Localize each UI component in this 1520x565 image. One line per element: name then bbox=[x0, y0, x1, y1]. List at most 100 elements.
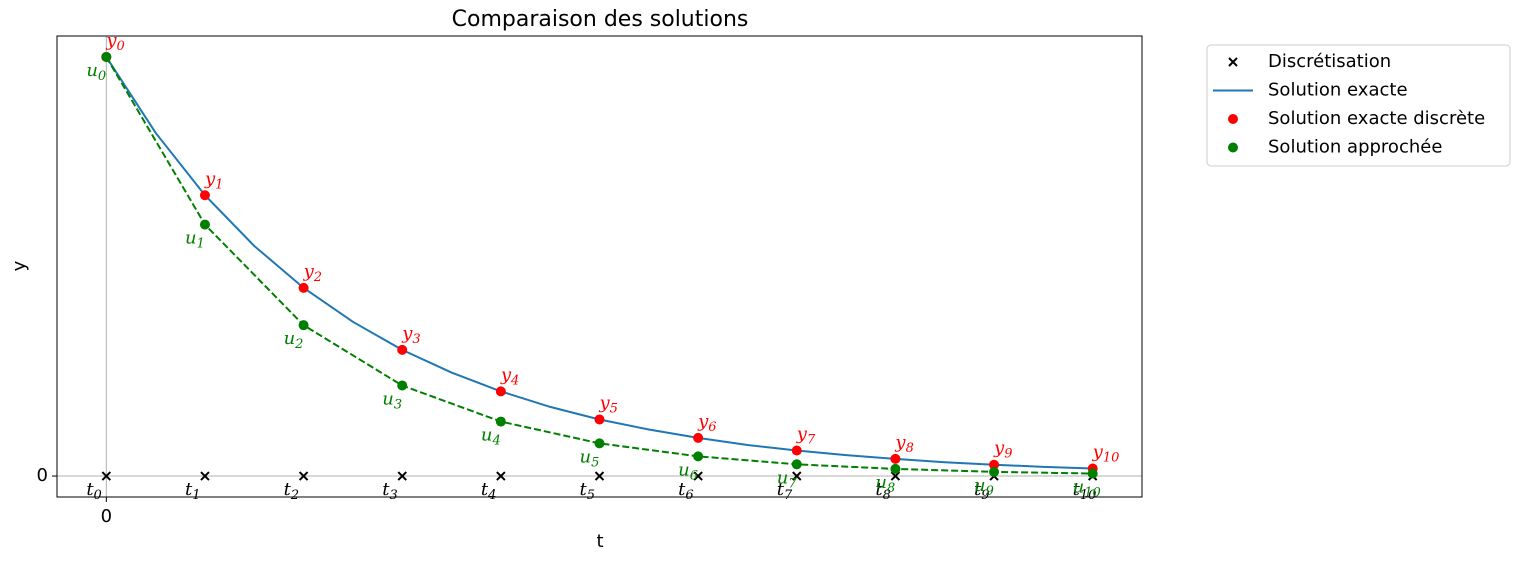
point-label-symbol: y bbox=[1092, 442, 1104, 463]
point bbox=[298, 471, 309, 481]
point-label-symbol: t bbox=[284, 479, 292, 500]
x-tick-label: 0 bbox=[101, 506, 112, 527]
point-label-symbol: t bbox=[86, 479, 94, 500]
point-label-symbol: t bbox=[1073, 479, 1081, 500]
point bbox=[594, 471, 605, 481]
point-label: t9 bbox=[974, 479, 990, 503]
point-label: t0 bbox=[86, 479, 102, 503]
point-label-subscript: 2 bbox=[290, 488, 299, 503]
point-label-subscript: 8 bbox=[887, 480, 895, 495]
point-label-subscript: 0 bbox=[98, 68, 106, 83]
point-label: y0 bbox=[105, 30, 124, 54]
point-label-symbol: u bbox=[185, 228, 197, 249]
point-label-subscript: 10 bbox=[1080, 488, 1097, 503]
point-label-subscript: 1 bbox=[215, 177, 223, 192]
point-label: u9 bbox=[974, 475, 994, 499]
point-label-symbol: t bbox=[382, 479, 390, 500]
point-label-subscript: 9 bbox=[986, 483, 994, 498]
point-label: t7 bbox=[777, 479, 793, 503]
point bbox=[791, 445, 802, 456]
point bbox=[101, 471, 112, 481]
point bbox=[1087, 468, 1098, 479]
point-label: t2 bbox=[284, 479, 300, 503]
point-label: y10 bbox=[1092, 442, 1120, 466]
point-label-symbol: y bbox=[500, 364, 512, 385]
point-label-symbol: u bbox=[382, 389, 394, 410]
point-label: t10 bbox=[1073, 479, 1097, 503]
point-label: u2 bbox=[284, 328, 304, 352]
point bbox=[791, 459, 802, 470]
point-label-symbol: y bbox=[303, 261, 315, 282]
point-label-subscript: 1 bbox=[197, 236, 205, 251]
point-label-subscript: 0 bbox=[116, 38, 124, 53]
point bbox=[594, 438, 605, 449]
point-label: y2 bbox=[303, 261, 322, 285]
point-label-symbol: y bbox=[697, 411, 709, 432]
x-axis-label: t bbox=[596, 531, 603, 552]
point-label: y7 bbox=[796, 423, 816, 447]
point-label-symbol: t bbox=[777, 479, 785, 500]
legend-marker bbox=[1228, 114, 1238, 124]
point bbox=[199, 219, 210, 230]
point bbox=[890, 471, 901, 481]
point bbox=[495, 386, 506, 397]
legend-marker bbox=[1228, 142, 1238, 153]
legend-marker bbox=[1228, 57, 1238, 67]
point-label: y3 bbox=[401, 323, 420, 347]
point-label-subscript: 7 bbox=[784, 488, 793, 503]
point-label: u4 bbox=[481, 425, 501, 449]
point-label-subscript: 4 bbox=[491, 433, 500, 448]
y-axis-label: y bbox=[9, 260, 30, 271]
point-label: u10 bbox=[1073, 477, 1101, 501]
y-tick-label: 0 bbox=[37, 465, 48, 486]
point-label-subscript: 6 bbox=[685, 488, 693, 503]
point-label-symbol: y bbox=[796, 423, 808, 444]
point-label-symbol: y bbox=[993, 438, 1005, 459]
point bbox=[397, 344, 408, 355]
point bbox=[101, 51, 112, 62]
point-label-symbol: y bbox=[105, 30, 117, 51]
point-label-subscript: 6 bbox=[690, 468, 698, 483]
point-label: y1 bbox=[204, 168, 223, 192]
point-label-subscript: 9 bbox=[1004, 446, 1012, 461]
point-label-symbol: y bbox=[894, 432, 906, 453]
point-label-subscript: 8 bbox=[906, 440, 914, 455]
point bbox=[693, 432, 704, 443]
point bbox=[693, 471, 703, 481]
point-label: t3 bbox=[382, 479, 398, 503]
point-label: y5 bbox=[599, 392, 618, 416]
point bbox=[989, 459, 1000, 470]
point bbox=[200, 471, 210, 481]
chart-title: Comparaison des solutions bbox=[452, 7, 749, 32]
point bbox=[298, 282, 309, 293]
point-label-subscript: 7 bbox=[788, 476, 797, 491]
point-label-subscript: 10 bbox=[1084, 485, 1101, 500]
point-label: y8 bbox=[894, 432, 913, 456]
point-label-symbol: u bbox=[284, 328, 296, 349]
point-label-symbol: t bbox=[678, 479, 686, 500]
point bbox=[792, 471, 802, 481]
point-label-symbol: u bbox=[974, 475, 986, 496]
point-label: t5 bbox=[580, 479, 596, 503]
point-label-subscript: 9 bbox=[981, 488, 989, 503]
point-label: t1 bbox=[185, 479, 201, 503]
point bbox=[890, 453, 901, 464]
legend-box bbox=[1206, 44, 1511, 167]
point-label: y4 bbox=[500, 364, 519, 388]
point-label-symbol: u bbox=[678, 459, 690, 480]
point-label: t8 bbox=[875, 479, 891, 503]
legend-label: Solution approchée bbox=[1268, 137, 1442, 158]
point-label-symbol: y bbox=[204, 168, 216, 189]
point-label-symbol: t bbox=[580, 479, 588, 500]
point-label-subscript: 4 bbox=[487, 488, 496, 503]
point bbox=[298, 320, 309, 331]
point bbox=[693, 451, 704, 462]
legend-label: Solution exacte bbox=[1268, 80, 1408, 101]
point-label-subscript: 0 bbox=[94, 488, 102, 503]
point bbox=[496, 471, 506, 481]
point-label: u5 bbox=[580, 446, 600, 470]
point-label: u7 bbox=[777, 467, 798, 491]
point-label: t6 bbox=[678, 479, 694, 503]
point bbox=[594, 414, 605, 425]
